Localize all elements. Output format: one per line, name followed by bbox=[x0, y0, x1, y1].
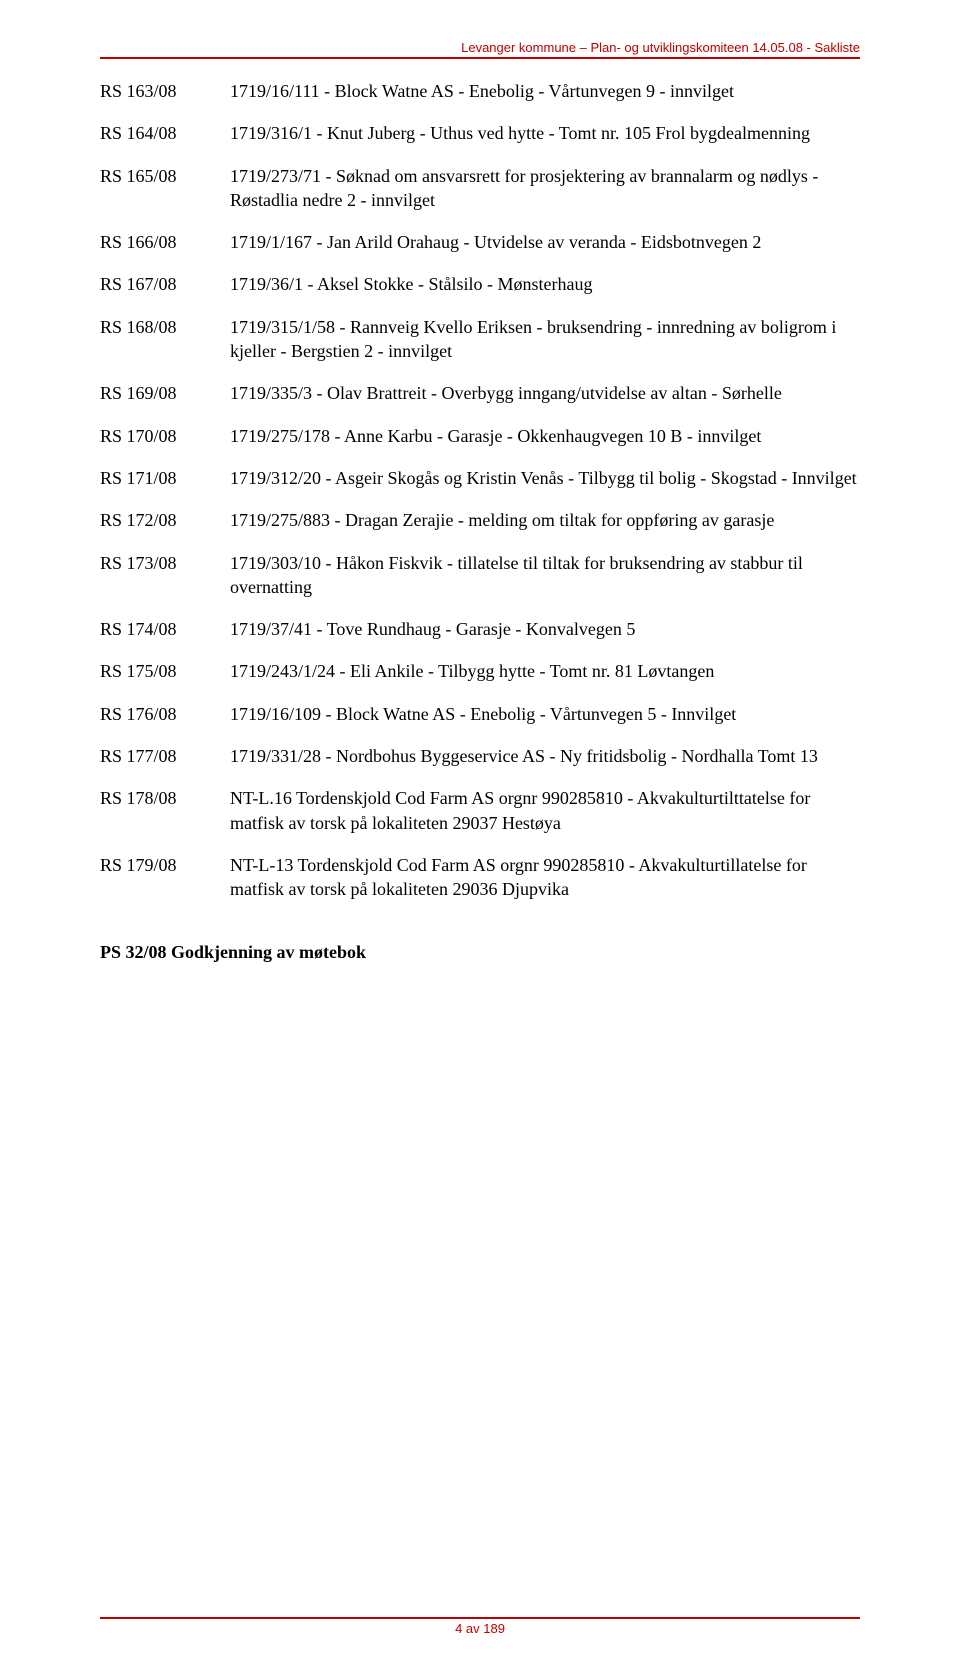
entry-row: RS 175/081719/243/1/24 - Eli Ankile - Ti… bbox=[100, 659, 860, 683]
entry-code: RS 170/08 bbox=[100, 424, 230, 448]
entry-row: RS 168/081719/315/1/58 - Rannveig Kvello… bbox=[100, 315, 860, 364]
entry-code: RS 163/08 bbox=[100, 79, 230, 103]
entry-code: RS 177/08 bbox=[100, 744, 230, 768]
entry-row: RS 179/08NT-L-13 Tordenskjold Cod Farm A… bbox=[100, 853, 860, 902]
entry-desc: 1719/16/109 - Block Watne AS - Enebolig … bbox=[230, 702, 860, 726]
entry-desc: 1719/273/71 - Søknad om ansvarsrett for … bbox=[230, 164, 860, 213]
entry-code: RS 165/08 bbox=[100, 164, 230, 213]
entry-desc: 1719/16/111 - Block Watne AS - Enebolig … bbox=[230, 79, 860, 103]
entry-row: RS 164/081719/316/1 - Knut Juberg - Uthu… bbox=[100, 121, 860, 145]
entry-row: RS 174/081719/37/41 - Tove Rundhaug - Ga… bbox=[100, 617, 860, 641]
entry-row: RS 169/081719/335/3 - Olav Brattreit - O… bbox=[100, 381, 860, 405]
entry-desc: 1719/312/20 - Asgeir Skogås og Kristin V… bbox=[230, 466, 860, 490]
entry-code: RS 178/08 bbox=[100, 786, 230, 835]
entry-code: RS 169/08 bbox=[100, 381, 230, 405]
entry-desc: 1719/37/41 - Tove Rundhaug - Garasje - K… bbox=[230, 617, 860, 641]
entry-code: RS 168/08 bbox=[100, 315, 230, 364]
entry-row: RS 167/081719/36/1 - Aksel Stokke - Stål… bbox=[100, 272, 860, 296]
entry-row: RS 178/08NT-L.16 Tordenskjold Cod Farm A… bbox=[100, 786, 860, 835]
entry-code: RS 173/08 bbox=[100, 551, 230, 600]
entry-desc: NT-L-13 Tordenskjold Cod Farm AS orgnr 9… bbox=[230, 853, 860, 902]
entry-desc: 1719/275/883 - Dragan Zerajie - melding … bbox=[230, 508, 860, 532]
entry-desc: 1719/243/1/24 - Eli Ankile - Tilbygg hyt… bbox=[230, 659, 860, 683]
entry-desc: 1719/36/1 - Aksel Stokke - Stålsilo - Mø… bbox=[230, 272, 860, 296]
entry-row: RS 176/081719/16/109 - Block Watne AS - … bbox=[100, 702, 860, 726]
header-text: Levanger kommune – Plan- og utviklingsko… bbox=[461, 40, 860, 55]
entry-desc: 1719/315/1/58 - Rannveig Kvello Eriksen … bbox=[230, 315, 860, 364]
entry-code: RS 179/08 bbox=[100, 853, 230, 902]
entries-list: RS 163/081719/16/111 - Block Watne AS - … bbox=[100, 79, 860, 902]
entry-desc: 1719/275/178 - Anne Karbu - Garasje - Ok… bbox=[230, 424, 860, 448]
entry-desc: 1719/331/28 - Nordbohus Byggeservice AS … bbox=[230, 744, 860, 768]
entry-code: RS 166/08 bbox=[100, 230, 230, 254]
entry-code: RS 175/08 bbox=[100, 659, 230, 683]
entry-desc: 1719/335/3 - Olav Brattreit - Overbygg i… bbox=[230, 381, 860, 405]
entry-code: RS 174/08 bbox=[100, 617, 230, 641]
entry-row: RS 172/081719/275/883 - Dragan Zerajie -… bbox=[100, 508, 860, 532]
entry-row: RS 163/081719/16/111 - Block Watne AS - … bbox=[100, 79, 860, 103]
entry-row: RS 173/081719/303/10 - Håkon Fiskvik - t… bbox=[100, 551, 860, 600]
entry-code: RS 167/08 bbox=[100, 272, 230, 296]
entry-code: RS 172/08 bbox=[100, 508, 230, 532]
entry-code: RS 171/08 bbox=[100, 466, 230, 490]
entry-desc: 1719/1/167 - Jan Arild Orahaug - Utvidel… bbox=[230, 230, 860, 254]
entry-desc: 1719/316/1 - Knut Juberg - Uthus ved hyt… bbox=[230, 121, 860, 145]
entry-row: RS 170/081719/275/178 - Anne Karbu - Gar… bbox=[100, 424, 860, 448]
entry-row: RS 165/081719/273/71 - Søknad om ansvars… bbox=[100, 164, 860, 213]
entry-desc: 1719/303/10 - Håkon Fiskvik - tillatelse… bbox=[230, 551, 860, 600]
entry-desc: NT-L.16 Tordenskjold Cod Farm AS orgnr 9… bbox=[230, 786, 860, 835]
entry-code: RS 176/08 bbox=[100, 702, 230, 726]
entry-row: RS 171/081719/312/20 - Asgeir Skogås og … bbox=[100, 466, 860, 490]
document-footer: 4 av 189 bbox=[0, 1617, 960, 1636]
document-header: Levanger kommune – Plan- og utviklingsko… bbox=[100, 40, 860, 59]
entry-code: RS 164/08 bbox=[100, 121, 230, 145]
entry-row: RS 177/081719/331/28 - Nordbohus Byggese… bbox=[100, 744, 860, 768]
footer-divider bbox=[100, 1617, 860, 1619]
footer-text: 4 av 189 bbox=[455, 1621, 505, 1636]
entry-row: RS 166/081719/1/167 - Jan Arild Orahaug … bbox=[100, 230, 860, 254]
section-heading: PS 32/08 Godkjenning av møtebok bbox=[100, 942, 860, 963]
